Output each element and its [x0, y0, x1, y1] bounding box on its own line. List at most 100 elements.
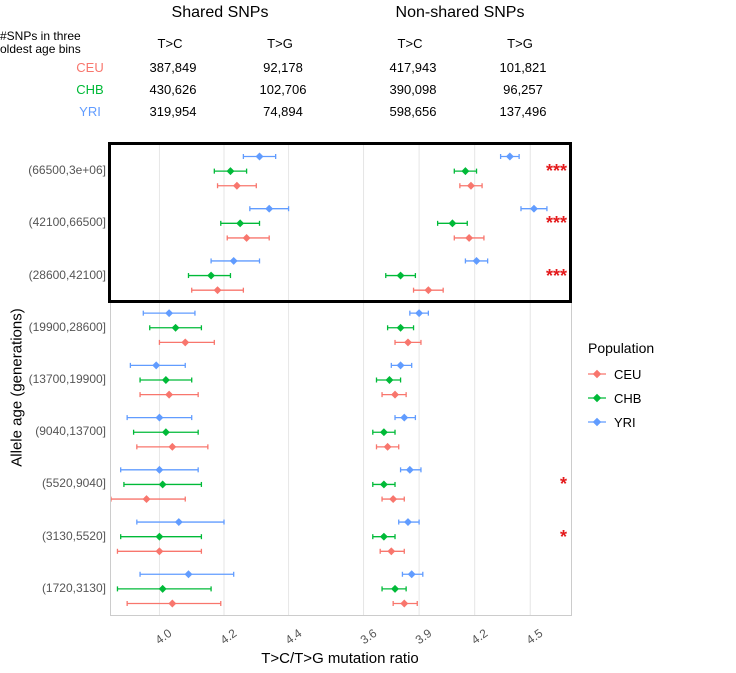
- data-point: [168, 600, 176, 608]
- legend-swatch: [588, 389, 606, 407]
- legend-items: CEU CHB YRI: [588, 362, 728, 434]
- significance-mark: ***: [546, 267, 567, 285]
- x-tick-label: 4.5: [524, 626, 546, 647]
- y-tick-label: (5520,9040]: [0, 476, 106, 490]
- y-tick-label: (28600,42100]: [0, 268, 106, 282]
- legend-item: CEU: [588, 362, 728, 386]
- data-point: [391, 585, 399, 593]
- significance-mark: ***: [546, 214, 567, 232]
- legend-item: CHB: [588, 386, 728, 410]
- y-tick-label: (19900,28600]: [0, 320, 106, 334]
- significance-mark: *: [560, 475, 567, 493]
- header-cell: 137,496: [470, 104, 576, 119]
- supertitle-shared: Shared SNPs: [120, 4, 320, 22]
- panel-svg: [111, 145, 337, 615]
- y-tick-label: (3130,5520]: [0, 529, 106, 543]
- panels: ***********: [110, 144, 572, 616]
- data-point: [530, 205, 538, 213]
- x-tick-label: 4.2: [218, 626, 240, 647]
- data-point: [162, 428, 170, 436]
- header-row-pop: CEU: [50, 60, 130, 75]
- header-row: CEU387,84992,178417,943101,821: [110, 60, 590, 75]
- panel-shared: [111, 145, 337, 615]
- x-axis-area: 4.04.24.43.63.94.24.5: [110, 614, 570, 654]
- panel-non-shared: ***********: [345, 145, 571, 615]
- header-cell: 74,894: [230, 104, 336, 119]
- data-point: [467, 182, 475, 190]
- y-tick-label: (66500,3e+06]: [0, 163, 106, 177]
- data-point: [448, 219, 456, 227]
- data-point: [185, 570, 193, 578]
- data-point: [233, 182, 241, 190]
- legend-title: Population: [588, 340, 728, 356]
- subcol-1: T>G: [230, 36, 330, 51]
- header-cell: 430,626: [120, 82, 226, 97]
- data-point: [162, 376, 170, 384]
- legend-swatch: [588, 413, 606, 431]
- legend-label: CEU: [614, 367, 641, 382]
- y-tick-label: (42100,66500]: [0, 215, 106, 229]
- significance-mark: *: [560, 528, 567, 546]
- data-point: [389, 495, 397, 503]
- data-point: [406, 466, 414, 474]
- data-point: [380, 480, 388, 488]
- data-point: [175, 518, 183, 526]
- legend-label: YRI: [614, 415, 636, 430]
- data-point: [168, 443, 176, 451]
- legend-item: YRI: [588, 410, 728, 434]
- data-point: [155, 414, 163, 422]
- data-point: [155, 547, 163, 555]
- data-point: [385, 376, 393, 384]
- data-point: [408, 570, 416, 578]
- header-row-pop: YRI: [50, 104, 130, 119]
- header-row: YRI319,95474,894598,656137,496: [110, 104, 590, 119]
- data-point: [400, 414, 408, 422]
- y-tick-label: (1720,3130]: [0, 581, 106, 595]
- subcol-0: T>C: [120, 36, 220, 51]
- data-point: [397, 324, 405, 332]
- header-cell: 101,821: [470, 60, 576, 75]
- subcol-3: T>G: [470, 36, 570, 51]
- header-cell: 598,656: [360, 104, 466, 119]
- data-point: [391, 391, 399, 399]
- header-table: #SNPs in three oldest age bins Shared SN…: [110, 0, 590, 140]
- data-point: [404, 518, 412, 526]
- header-cell: 96,257: [470, 82, 576, 97]
- header-cell: 92,178: [230, 60, 336, 75]
- figure-root: #SNPs in three oldest age bins Shared SN…: [0, 0, 736, 673]
- data-point: [506, 153, 514, 161]
- x-tick-label: 3.6: [357, 626, 379, 647]
- x-tick-label: 3.9: [413, 626, 435, 647]
- data-point: [400, 600, 408, 608]
- data-point: [380, 533, 388, 541]
- data-point: [226, 167, 234, 175]
- data-point: [165, 309, 173, 317]
- data-point: [256, 153, 264, 161]
- header-row-pop: CHB: [50, 82, 130, 97]
- x-tick-label: 4.0: [153, 626, 175, 647]
- data-point: [214, 286, 222, 294]
- data-point: [465, 234, 473, 242]
- legend-label: CHB: [614, 391, 641, 406]
- data-point: [461, 167, 469, 175]
- data-point: [265, 205, 273, 213]
- panel-svg: [345, 145, 571, 615]
- data-point: [236, 219, 244, 227]
- subcol-2: T>C: [360, 36, 460, 51]
- data-point: [181, 338, 189, 346]
- significance-mark: ***: [546, 162, 567, 180]
- header-cell: 417,943: [360, 60, 466, 75]
- data-point: [424, 286, 432, 294]
- data-point: [415, 309, 423, 317]
- counts-note: #SNPs in three oldest age bins: [0, 30, 110, 56]
- supertitle-nonshared: Non-shared SNPs: [360, 4, 560, 22]
- x-axis-title: T>C/T>G mutation ratio: [110, 650, 570, 667]
- data-point: [207, 272, 215, 280]
- data-point: [165, 391, 173, 399]
- data-point: [172, 324, 180, 332]
- data-point: [230, 257, 238, 265]
- header-cell: 390,098: [360, 82, 466, 97]
- data-point: [243, 234, 251, 242]
- x-tick-label: 4.4: [282, 626, 304, 647]
- header-cell: 102,706: [230, 82, 336, 97]
